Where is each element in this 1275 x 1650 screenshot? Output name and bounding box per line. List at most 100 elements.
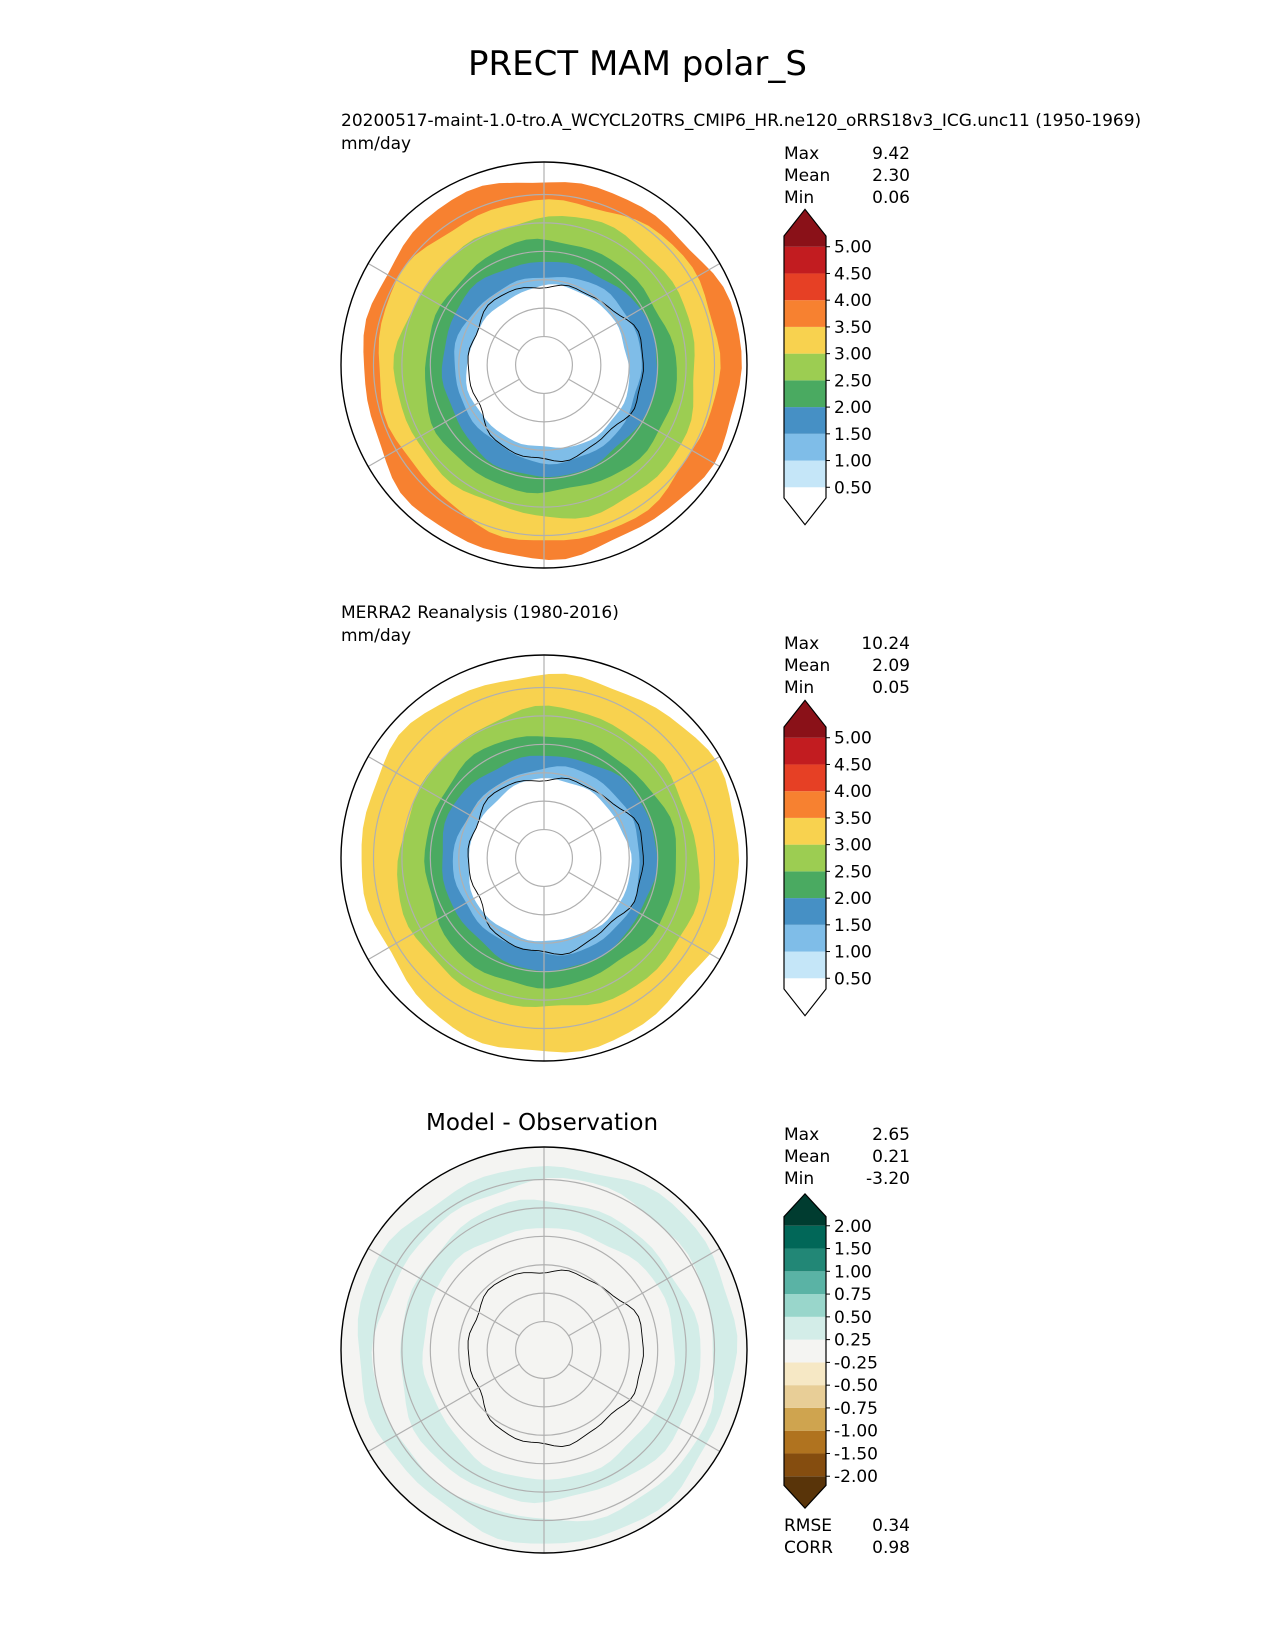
colorbar-outline (783, 1193, 827, 1509)
colorbar-segment-9 (784, 246, 826, 274)
colorbar-tick-label-2: 1.50 (834, 916, 872, 936)
colorbar-extend-high (784, 700, 826, 738)
colorbar-segment-5 (784, 1362, 826, 1386)
colorbar-tick-label-7: 4.00 (834, 291, 872, 311)
longitude-gridline-5 (367, 1247, 520, 1337)
colorbar-tick-label-9: 5.00 (834, 729, 872, 749)
colorbar-tick-label-5: -0.25 (834, 1353, 878, 1373)
colorbar-tick-label-4: 2.50 (834, 371, 872, 391)
contour-band-in (467, 1270, 631, 1434)
colorbar-extend-high (784, 1193, 826, 1226)
longitude-gridline-4 (367, 378, 520, 468)
colorbar-segment-1 (784, 460, 826, 488)
colorbar-tick-label-2: -1.00 (834, 1422, 878, 1442)
colorbar-segment-3 (784, 407, 826, 434)
longitude-gridline-5 (367, 262, 520, 352)
coastline (467, 284, 644, 463)
colorbar-segment-7 (784, 1316, 826, 1340)
longitude-gridline-1 (568, 1247, 721, 1337)
stat-min: Min -3.20 (784, 1169, 910, 1189)
map-field (341, 655, 747, 1061)
contour-band-in (469, 778, 632, 942)
colorbar-tick-label-9: 5.00 (834, 238, 872, 258)
longitude-gridline-2 (568, 1363, 721, 1453)
stat-mean: Mean 2.30 (784, 166, 910, 186)
colorbar-extend-low (784, 1476, 826, 1509)
obs-units: mm/day (341, 626, 412, 646)
colorbar-tick-label-0: -2.00 (834, 1467, 878, 1487)
colorbar-segment-2 (784, 433, 826, 461)
colorbar-tick-label-4: 2.50 (834, 862, 872, 882)
longitude-gridline-2 (568, 871, 721, 961)
colorbar-segment-6 (784, 326, 826, 354)
metric-rmse: RMSE 0.34 (784, 1516, 910, 1536)
stat-mean: Mean 2.09 (784, 656, 910, 676)
colorbar-tick-label-3: 2.00 (834, 889, 872, 909)
map-boundary (340, 161, 748, 569)
colorbar-tick-label-0: 0.50 (834, 478, 872, 498)
colorbar-tick-label-5: 3.00 (834, 345, 872, 365)
longitude-gridline-4 (367, 871, 520, 961)
colorbar-segment-4 (784, 380, 826, 408)
colorbar-segment-1 (784, 951, 826, 979)
colorbar-tick-label-8: 4.50 (834, 755, 872, 775)
coastline (467, 1269, 644, 1448)
colorbar-segment-9 (784, 737, 826, 765)
colorbar-segment-7 (784, 791, 826, 818)
colorbar-segment-4 (784, 1385, 826, 1408)
colorbar-outline (783, 208, 827, 526)
colorbar-segment-3 (784, 898, 826, 925)
stat-max: Max 2.65 (784, 1125, 910, 1145)
map-field (341, 1147, 747, 1553)
colorbar-tick-label-6: 3.50 (834, 318, 872, 338)
colorbar-segment-10 (784, 1248, 826, 1272)
diff-title: Model - Observation (426, 1110, 659, 1136)
colorbar-segment-7 (784, 300, 826, 327)
colorbar-segment-5 (784, 844, 826, 872)
longitude-gridline-4 (367, 1363, 520, 1453)
longitude-gridline-1 (568, 262, 721, 352)
colorbar-segment-8 (784, 1294, 826, 1317)
diff-metrics: RMSE 0.34 CORR 0.98 (784, 1515, 910, 1559)
model-title: 20200517-maint-1.0-tro.A_WCYCL20TRS_CMIP… (341, 111, 1142, 131)
model-stats: Max 9.42 Mean 2.30 Min 0.06 (784, 143, 910, 209)
colorbar-segment-9 (784, 1271, 826, 1295)
longitude-gridline-5 (367, 755, 520, 845)
contour-band-in (466, 284, 630, 448)
colorbar-tick-label-8: 4.50 (834, 264, 872, 284)
colorbar-extend-low (784, 978, 826, 1016)
colorbar-tick-label-0: 0.50 (834, 969, 872, 989)
colorbar-extend-high (784, 209, 826, 247)
metric-corr: CORR 0.98 (784, 1538, 910, 1558)
colorbar-tick-label-6: 0.25 (834, 1331, 872, 1351)
colorbar-segment-3 (784, 1407, 826, 1431)
model-units: mm/day (341, 134, 412, 154)
colorbar-tick-label-11: 2.00 (834, 1217, 872, 1237)
map-boundary (340, 1146, 748, 1554)
colorbar-tick-label-1: -1.50 (834, 1444, 878, 1464)
obs-stats: Max 10.24 Mean 2.09 Min 0.05 (784, 633, 910, 699)
colorbar-tick-label-5: 3.00 (834, 836, 872, 856)
longitude-gridline-2 (568, 378, 721, 468)
colorbar-segment-2 (784, 924, 826, 952)
diff-stats: Max 2.65 Mean 0.21 Min -3.20 (784, 1124, 910, 1190)
colorbar-outline (783, 699, 827, 1017)
colorbar-segment-11 (784, 1225, 826, 1249)
longitude-gridline-1 (568, 755, 721, 845)
colorbar-tick-label-8: 0.75 (834, 1285, 872, 1305)
colorbar-segment-1 (784, 1453, 826, 1477)
colorbar-segment-4 (784, 871, 826, 899)
map-boundary (340, 654, 748, 1062)
colorbar-tick-label-6: 3.50 (834, 809, 872, 829)
colorbar-tick-label-2: 1.50 (834, 425, 872, 445)
colorbar-segment-6 (784, 817, 826, 845)
obs-title: MERRA2 Reanalysis (1980-2016) (341, 603, 619, 623)
colorbar-tick-label-1: 1.00 (834, 943, 872, 963)
stat-min: Min 0.05 (784, 678, 910, 698)
colorbar-tick-label-7: 0.50 (834, 1308, 872, 1328)
